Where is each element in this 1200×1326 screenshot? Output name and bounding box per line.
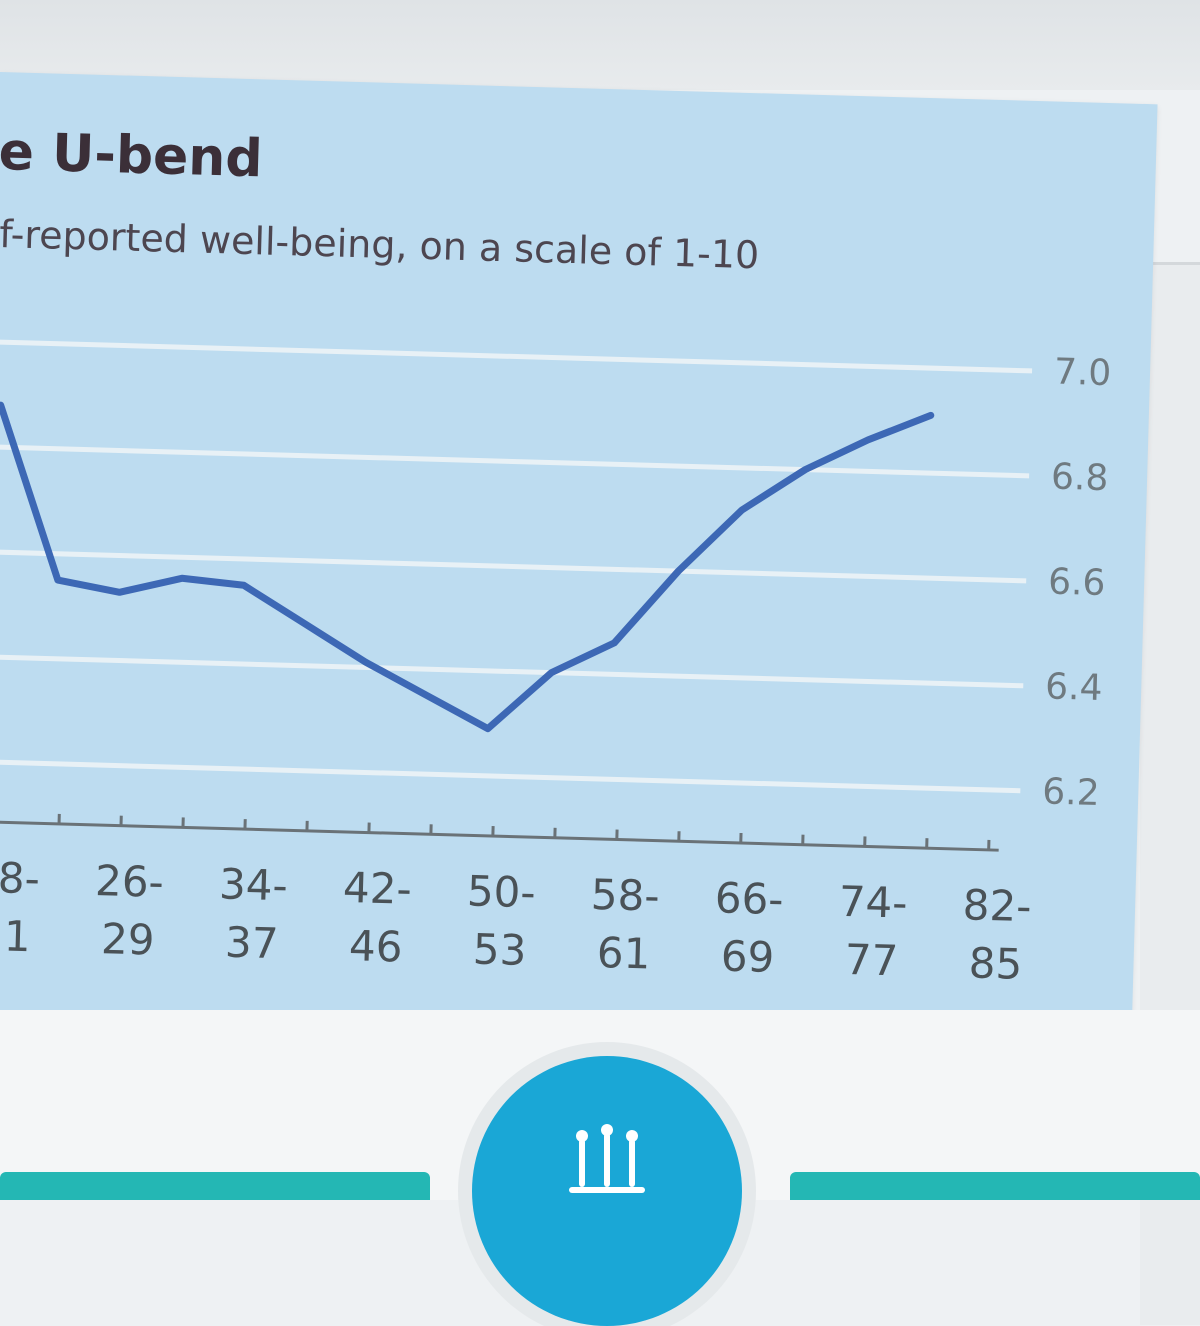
x-tick-label: 26-29 bbox=[93, 856, 165, 965]
y-tick-label: 6.4 bbox=[1045, 666, 1103, 709]
x-tick-label-line: 34- bbox=[218, 859, 288, 910]
x-tick-label-line: 26- bbox=[94, 856, 164, 907]
x-axis bbox=[0, 811, 999, 850]
y-tick-label: 6.8 bbox=[1051, 457, 1109, 500]
gridline bbox=[0, 342, 1032, 371]
x-tick-label: 82-85 bbox=[961, 880, 1033, 989]
x-tick-label: 18-21 bbox=[0, 853, 40, 962]
x-tick-label-line: 85 bbox=[968, 938, 1023, 988]
x-tick-label-line: 42- bbox=[342, 863, 412, 914]
x-tick-label-line: 61 bbox=[596, 928, 651, 978]
x-tick-label-line: 77 bbox=[844, 935, 899, 985]
y-tick-label: 6.6 bbox=[1048, 561, 1106, 604]
toolbar-right bbox=[790, 1172, 1200, 1200]
gridline bbox=[0, 761, 1020, 790]
gridline bbox=[0, 447, 1029, 476]
x-axis-tick-labels: 18-2126-2934-3742-4650-5358-6166-6974-77… bbox=[0, 853, 1032, 990]
app-button[interactable] bbox=[472, 1056, 742, 1326]
y-axis-tick-labels: 7.0 6.8 6.6 6.4 6.2 bbox=[1042, 352, 1112, 814]
x-tick-label-line: 46 bbox=[348, 921, 403, 971]
x-tick-label-line: 29 bbox=[100, 914, 155, 964]
x-tick-label-line: 82- bbox=[962, 880, 1032, 931]
x-tick-label-line: 74- bbox=[838, 877, 908, 928]
line-chart: 7.06.86.66.46.2 18-2126-2934-3742-4650-5… bbox=[0, 72, 1158, 1044]
x-tick-label-line: 66- bbox=[714, 873, 784, 924]
x-tick-label: 74-77 bbox=[837, 877, 909, 986]
x-tick-label-line: 21 bbox=[0, 911, 31, 961]
gridlines bbox=[0, 342, 1032, 791]
chart-panel: he U-bend elf-reported well-being, on a … bbox=[0, 72, 1158, 1044]
x-tick-label: 42-46 bbox=[341, 863, 413, 972]
x-tick-label: 34-37 bbox=[217, 859, 289, 968]
x-tick-label-line: 58- bbox=[590, 870, 660, 921]
x-tick-label-line: 37 bbox=[224, 918, 279, 968]
toolbar-left bbox=[0, 1172, 430, 1200]
gridline bbox=[0, 552, 1026, 581]
fountain-icon bbox=[562, 1124, 652, 1204]
x-tick-label-line: 69 bbox=[720, 931, 775, 981]
x-axis-line bbox=[0, 821, 999, 850]
x-tick-label-line: 50- bbox=[466, 866, 536, 917]
x-tick-label: 50-53 bbox=[465, 866, 537, 975]
x-tick-label-line: 18- bbox=[0, 853, 40, 904]
y-tick-label: 6.2 bbox=[1042, 771, 1100, 814]
gridline bbox=[0, 656, 1023, 685]
y-tick-label: 7.0 bbox=[1053, 352, 1111, 395]
x-tick-label: 66-69 bbox=[713, 873, 785, 982]
x-tick-label-line: 53 bbox=[472, 925, 527, 975]
x-tick-label: 58-61 bbox=[589, 870, 661, 979]
